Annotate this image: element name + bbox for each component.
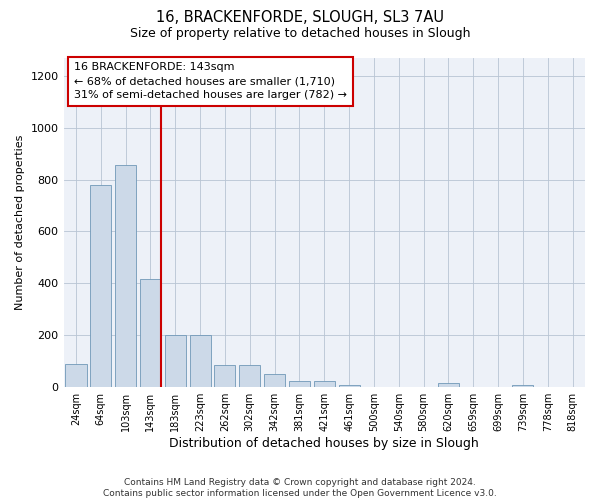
- Bar: [190, 336, 211, 387]
- Text: 16, BRACKENFORDE, SLOUGH, SL3 7AU: 16, BRACKENFORDE, SLOUGH, SL3 7AU: [156, 10, 444, 25]
- Bar: [289, 380, 310, 387]
- Bar: [438, 384, 459, 387]
- Text: Size of property relative to detached houses in Slough: Size of property relative to detached ho…: [130, 28, 470, 40]
- Bar: [239, 365, 260, 387]
- Text: Contains HM Land Registry data © Crown copyright and database right 2024.
Contai: Contains HM Land Registry data © Crown c…: [103, 478, 497, 498]
- Bar: [338, 384, 359, 387]
- X-axis label: Distribution of detached houses by size in Slough: Distribution of detached houses by size …: [169, 437, 479, 450]
- Bar: [115, 165, 136, 387]
- Bar: [140, 280, 161, 387]
- Bar: [90, 184, 112, 387]
- Bar: [214, 365, 235, 387]
- Bar: [165, 336, 186, 387]
- Bar: [65, 364, 86, 387]
- Y-axis label: Number of detached properties: Number of detached properties: [15, 134, 25, 310]
- Text: 16 BRACKENFORDE: 143sqm
← 68% of detached houses are smaller (1,710)
31% of semi: 16 BRACKENFORDE: 143sqm ← 68% of detache…: [74, 62, 347, 100]
- Bar: [512, 384, 533, 387]
- Bar: [264, 374, 285, 387]
- Bar: [314, 380, 335, 387]
